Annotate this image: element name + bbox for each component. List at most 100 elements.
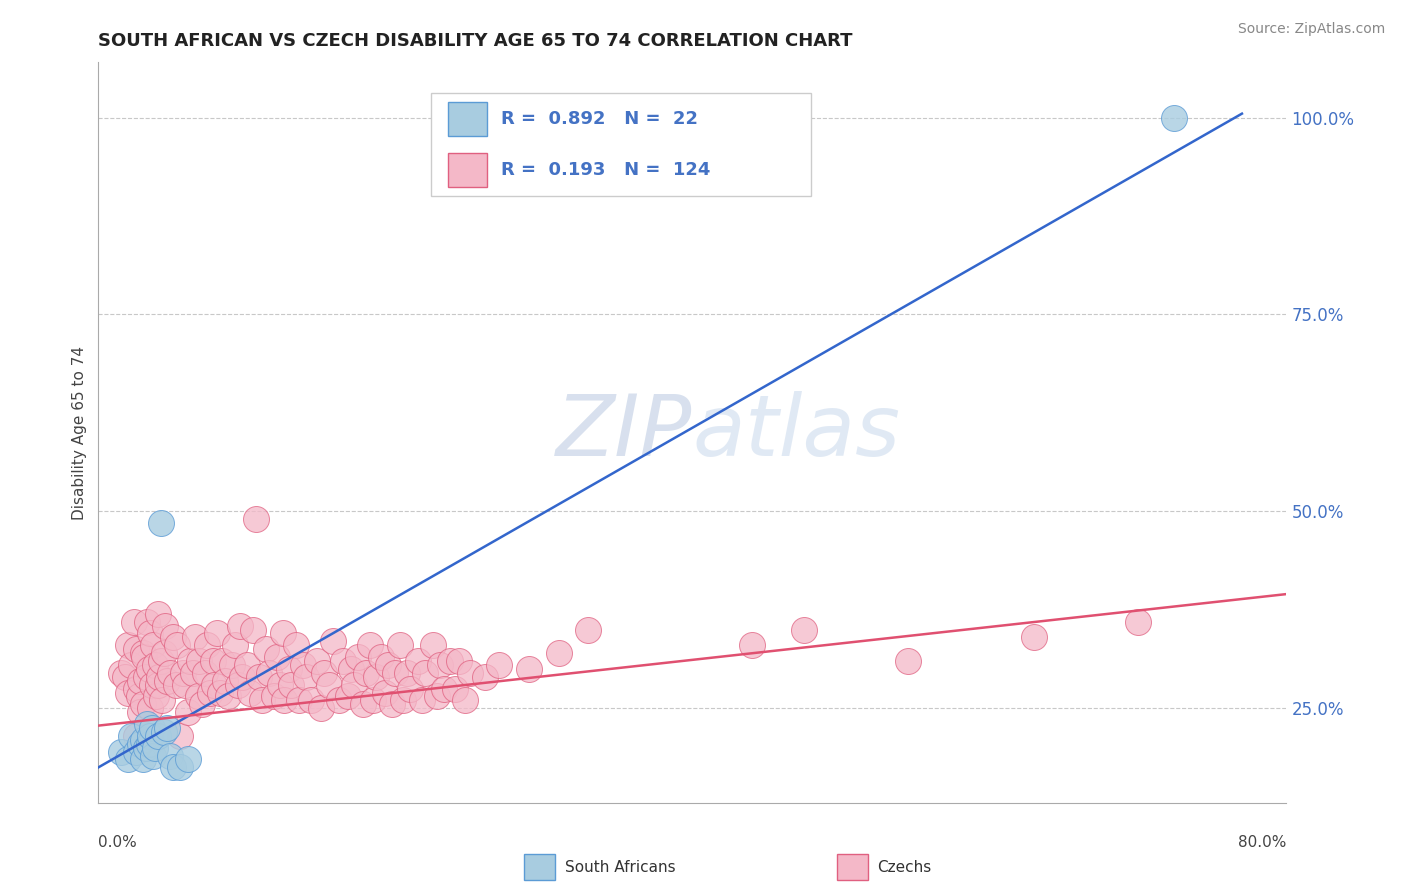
Text: 0.0%: 0.0% <box>98 836 138 850</box>
Point <box>399 681 422 696</box>
Point <box>280 678 302 692</box>
Point <box>228 618 250 632</box>
Point <box>221 657 243 672</box>
Point <box>474 670 496 684</box>
Point <box>231 670 253 684</box>
Point <box>793 623 815 637</box>
Text: R =  0.892   N =  22: R = 0.892 N = 22 <box>502 110 699 128</box>
Point <box>201 654 224 668</box>
Point <box>374 685 396 699</box>
Point <box>226 678 249 692</box>
Point <box>117 638 139 652</box>
Point <box>741 638 763 652</box>
Point <box>314 665 336 680</box>
Point <box>263 690 285 704</box>
Point <box>211 654 233 668</box>
Point <box>271 626 294 640</box>
Point <box>169 760 191 774</box>
Point <box>1163 111 1185 125</box>
Point <box>277 662 299 676</box>
Point <box>195 638 218 652</box>
Point <box>250 693 273 707</box>
Text: 80.0%: 80.0% <box>1239 836 1286 850</box>
Point <box>295 670 318 684</box>
Point <box>897 654 920 668</box>
Point <box>1022 631 1045 645</box>
Point <box>138 662 160 676</box>
Point <box>292 657 315 672</box>
Point <box>152 646 174 660</box>
Point <box>149 516 172 531</box>
Point <box>1126 615 1149 629</box>
Point <box>145 690 167 704</box>
Point <box>266 650 288 665</box>
Point <box>124 681 146 696</box>
Point <box>273 693 295 707</box>
Point <box>162 760 184 774</box>
Point <box>114 670 136 684</box>
Point <box>429 657 451 672</box>
Point <box>214 673 236 688</box>
Point <box>120 657 142 672</box>
Point <box>578 623 600 637</box>
Point <box>132 646 155 660</box>
Point <box>254 642 277 657</box>
Point <box>146 729 169 743</box>
Point <box>172 665 194 680</box>
Point <box>347 650 370 665</box>
Point <box>236 657 259 672</box>
Point <box>124 745 146 759</box>
Point <box>328 693 350 707</box>
Point <box>135 740 157 755</box>
Point <box>406 654 429 668</box>
Point <box>132 698 155 712</box>
Point <box>388 638 411 652</box>
Point <box>426 690 449 704</box>
Point <box>134 650 156 665</box>
Point <box>139 701 162 715</box>
Point <box>517 662 540 676</box>
Point <box>433 681 456 696</box>
Point <box>332 654 354 668</box>
Point <box>547 646 569 660</box>
Point <box>352 698 374 712</box>
Point <box>179 654 201 668</box>
Point <box>209 685 232 699</box>
Point <box>159 748 181 763</box>
Point <box>336 690 359 704</box>
Point <box>162 631 184 645</box>
Point <box>139 729 162 743</box>
Point <box>284 638 307 652</box>
Point <box>202 678 225 692</box>
Point <box>411 693 433 707</box>
Point <box>184 631 207 645</box>
Point <box>366 670 388 684</box>
Point <box>141 678 163 692</box>
Point <box>413 665 436 680</box>
Point <box>343 678 366 692</box>
Point <box>217 690 239 704</box>
Point <box>143 740 166 755</box>
Point <box>247 670 270 684</box>
Point <box>183 665 205 680</box>
Point <box>191 698 214 712</box>
Point <box>354 665 377 680</box>
Point <box>139 626 162 640</box>
Text: R =  0.193   N =  124: R = 0.193 N = 124 <box>502 161 711 179</box>
Point <box>381 698 404 712</box>
Point <box>449 654 471 668</box>
Point <box>166 638 188 652</box>
Point <box>142 748 165 763</box>
Text: South Africans: South Africans <box>565 860 676 874</box>
Point <box>384 665 406 680</box>
Point <box>340 662 363 676</box>
Point <box>257 665 280 680</box>
Point <box>129 737 152 751</box>
Point <box>129 673 152 688</box>
Text: SOUTH AFRICAN VS CZECH DISABILITY AGE 65 TO 74 CORRELATION CHART: SOUTH AFRICAN VS CZECH DISABILITY AGE 65… <box>98 32 853 50</box>
Point <box>198 685 221 699</box>
Point <box>305 654 328 668</box>
Point <box>422 638 444 652</box>
Point <box>187 690 209 704</box>
Point <box>245 512 267 526</box>
